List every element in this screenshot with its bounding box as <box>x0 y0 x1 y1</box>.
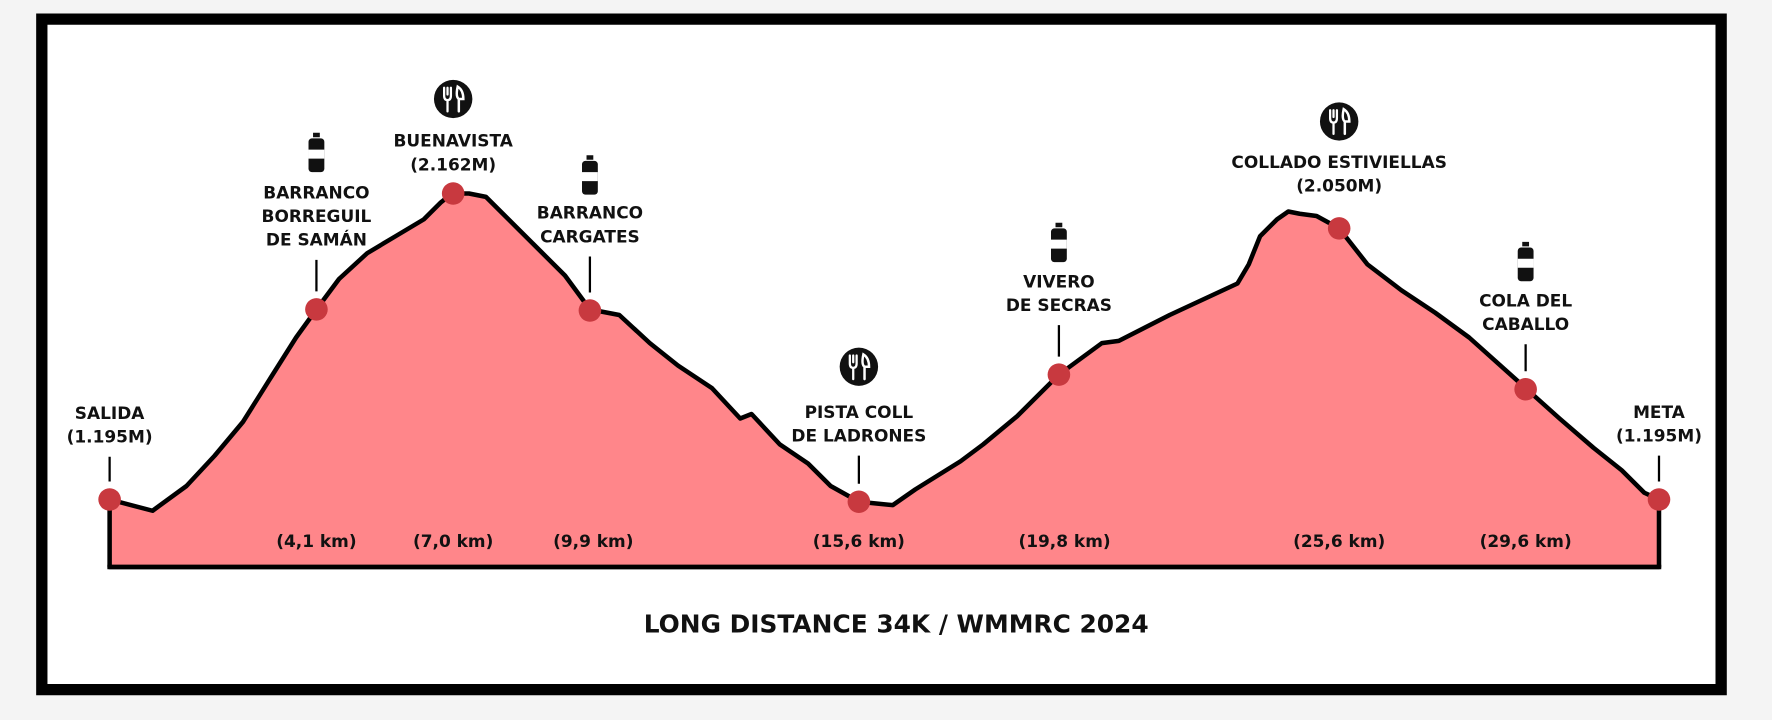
distance-label: (15,6 km) <box>813 531 905 551</box>
checkpoint-label: (1.195M) <box>1616 426 1702 446</box>
checkpoint-dot <box>1327 217 1351 240</box>
checkpoint-label: BUENAVISTA <box>393 131 512 151</box>
checkpoint-label: META <box>1633 402 1685 422</box>
bottle-band <box>1517 258 1534 268</box>
distance-label: (29,6 km) <box>1480 531 1572 551</box>
bottle-cap <box>1522 241 1530 247</box>
checkpoint-label: CABALLO <box>1482 314 1569 334</box>
checkpoint-label: CARGATES <box>540 226 640 246</box>
checkpoint-label: DE SAMÁN <box>266 229 367 250</box>
checkpoint-dot <box>578 299 602 322</box>
checkpoint-label: BORREGUIL <box>262 206 372 226</box>
checkpoint-label: BARRANCO <box>537 203 643 223</box>
checkpoint-label: COLA DEL <box>1479 291 1572 311</box>
checkpoint-label: (1.195M) <box>67 427 153 447</box>
checkpoint-dot <box>98 488 121 511</box>
bottle-cap <box>313 132 320 138</box>
checkpoint-dot <box>1047 363 1071 386</box>
distance-label: (7,0 km) <box>413 531 493 551</box>
checkpoint-dot <box>441 182 465 205</box>
knife <box>455 84 465 113</box>
bottle-cap <box>1055 222 1063 228</box>
fork <box>1328 109 1339 135</box>
fork <box>848 354 858 381</box>
food-icon <box>1319 102 1359 141</box>
checkpoint-dot <box>305 298 328 321</box>
bottle-band <box>1050 239 1067 249</box>
checkpoint-dot <box>847 490 871 513</box>
checkpoint-dot <box>1514 378 1537 401</box>
food-circle <box>1319 102 1359 141</box>
checkpoint-label: VIVERO <box>1023 271 1095 291</box>
food-icon <box>839 347 879 386</box>
distance-label: (19,8 km) <box>1018 531 1110 551</box>
checkpoint-label: (2.162M) <box>410 154 496 174</box>
knife <box>1341 107 1351 136</box>
distance-label: (4,1 km) <box>276 531 356 551</box>
distance-label: (25,6 km) <box>1293 531 1385 551</box>
checkpoint-dot <box>1647 488 1671 511</box>
food-circle <box>839 347 879 386</box>
water-icon <box>1050 222 1067 263</box>
knife <box>861 352 871 381</box>
checkpoint-label: BARRANCO <box>263 183 369 203</box>
title: LONG DISTANCE 34K / WMMRC 2024 <box>644 610 1149 639</box>
checkpoint-label: COLLADO ESTIVIELLAS <box>1231 152 1446 172</box>
checkpoint-label: (2.050M) <box>1296 176 1382 196</box>
bottle-band <box>308 149 325 159</box>
checkpoint-label: SALIDA <box>75 403 145 423</box>
water-icon <box>582 155 598 195</box>
checkpoint-label: DE LADRONES <box>791 426 926 446</box>
food-circle <box>433 79 473 119</box>
bottle-band <box>582 172 598 182</box>
water-icon <box>1517 241 1534 282</box>
distance-label: (9,9 km) <box>553 531 633 551</box>
water-icon <box>308 132 325 173</box>
bottle-cap <box>586 155 594 160</box>
checkpoint-label: PISTA COLL <box>805 402 914 422</box>
checkpoint-label: DE SECRAS <box>1006 295 1112 315</box>
fork <box>443 86 453 113</box>
food-icon <box>433 79 473 119</box>
